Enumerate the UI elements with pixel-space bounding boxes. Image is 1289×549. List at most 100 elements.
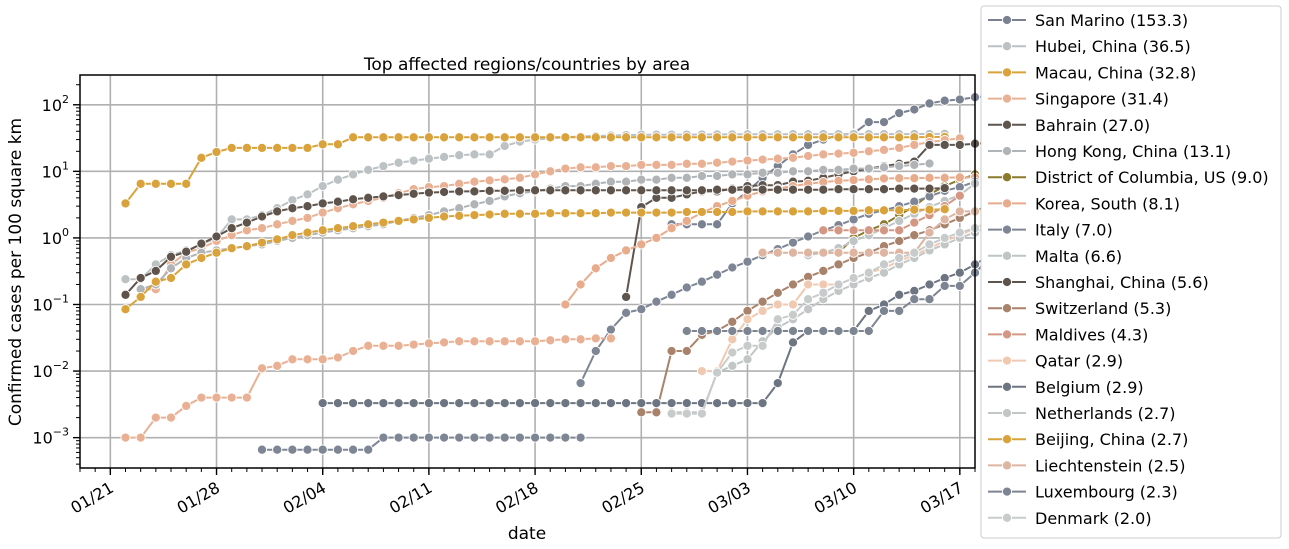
data-point: [484, 175, 495, 186]
data-point: [621, 245, 632, 256]
data-point: [833, 148, 844, 159]
data-point: [787, 152, 799, 163]
data-point: [727, 316, 738, 327]
legend-entry: Beijing, China (2.7): [1035, 430, 1188, 449]
y-tick-label: 10−2: [32, 359, 69, 381]
data-point: [150, 412, 161, 423]
legend-entry: San Marino (153.3): [1035, 11, 1188, 30]
data-point: [393, 132, 404, 143]
data-point: [787, 309, 799, 320]
data-point: [499, 132, 510, 143]
data-point: [727, 347, 738, 358]
x-tick-label: 03/10: [811, 478, 860, 518]
data-point: [863, 184, 874, 195]
data-point: [863, 205, 874, 216]
data-point: [165, 178, 177, 189]
data-point: [727, 262, 738, 273]
data-point: [894, 215, 905, 226]
data-point: [317, 139, 328, 150]
data-point: [666, 159, 677, 170]
data-point: [696, 366, 707, 377]
data-point: [423, 153, 434, 164]
data-point: [469, 432, 480, 443]
data-point: [120, 198, 131, 209]
legend-marker: [1001, 434, 1013, 445]
data-point: [909, 159, 920, 170]
data-point: [742, 184, 753, 195]
data-point: [378, 191, 389, 202]
data-point: [393, 340, 404, 351]
legend-entry: Liechtenstein (2.5): [1035, 456, 1185, 475]
data-point: [818, 225, 829, 236]
legend-marker: [1001, 486, 1013, 497]
chart-title: Top affected regions/countries by area: [363, 55, 690, 75]
data-point: [833, 205, 844, 216]
data-point: [651, 132, 662, 143]
data-point: [742, 256, 753, 267]
data-point: [848, 132, 859, 143]
legend-marker: [1001, 460, 1013, 471]
legend-entry: Hong Kong, China (13.1): [1035, 142, 1231, 161]
series-lines: [120, 87, 1087, 455]
data-point: [348, 398, 359, 409]
data-point: [818, 205, 829, 216]
data-point: [742, 305, 753, 316]
data-point: [742, 325, 753, 337]
legend-marker: [1001, 41, 1013, 52]
data-point: [727, 206, 738, 218]
data-point: [787, 279, 799, 290]
data-point: [636, 407, 647, 418]
data-point: [803, 304, 814, 315]
data-point: [590, 185, 601, 196]
data-point: [727, 156, 738, 167]
data-point: [302, 212, 313, 223]
data-point: [317, 207, 328, 218]
data-point: [742, 398, 753, 409]
data-point: [696, 325, 707, 337]
x-tick-label: 03/03: [705, 478, 754, 518]
data-point: [348, 444, 359, 455]
data-point: [727, 325, 738, 337]
data-point: [787, 166, 799, 177]
data-point: [727, 360, 738, 371]
data-point: [605, 176, 616, 187]
data-point: [681, 185, 692, 196]
data-point: [636, 398, 647, 409]
data-point: [605, 207, 616, 218]
data-point: [287, 354, 298, 365]
data-point: [575, 132, 586, 143]
data-point: [605, 185, 616, 196]
data-point: [226, 392, 237, 403]
data-point: [332, 196, 343, 207]
data-point: [666, 132, 677, 143]
data-point: [863, 305, 874, 316]
data-point: [848, 147, 859, 158]
data-point: [727, 334, 738, 345]
data-point: [302, 189, 313, 200]
y-tick-label: 100: [42, 226, 69, 248]
data-point: [939, 232, 950, 243]
data-point: [454, 398, 465, 409]
data-point: [287, 444, 298, 455]
data-point: [287, 215, 298, 226]
x-axis-label: date: [508, 524, 546, 544]
x-tick-label: 01/28: [174, 478, 223, 518]
data-point: [272, 142, 283, 153]
data-point: [408, 155, 419, 166]
data-point: [894, 225, 905, 236]
legend-entry: Bahrain (27.0): [1035, 116, 1150, 135]
data-point: [575, 378, 586, 389]
data-point: [757, 398, 768, 409]
data-point: [848, 175, 859, 186]
legend-marker: [1001, 355, 1013, 366]
data-point: [696, 132, 707, 143]
data-point: [545, 166, 556, 177]
data-point: [590, 345, 601, 357]
data-point: [196, 392, 207, 403]
data-point: [787, 206, 799, 217]
data-point: [621, 398, 632, 409]
data-point: [681, 345, 692, 357]
data-point: [712, 206, 723, 218]
data-point: [803, 206, 814, 217]
data-point: [636, 207, 647, 218]
